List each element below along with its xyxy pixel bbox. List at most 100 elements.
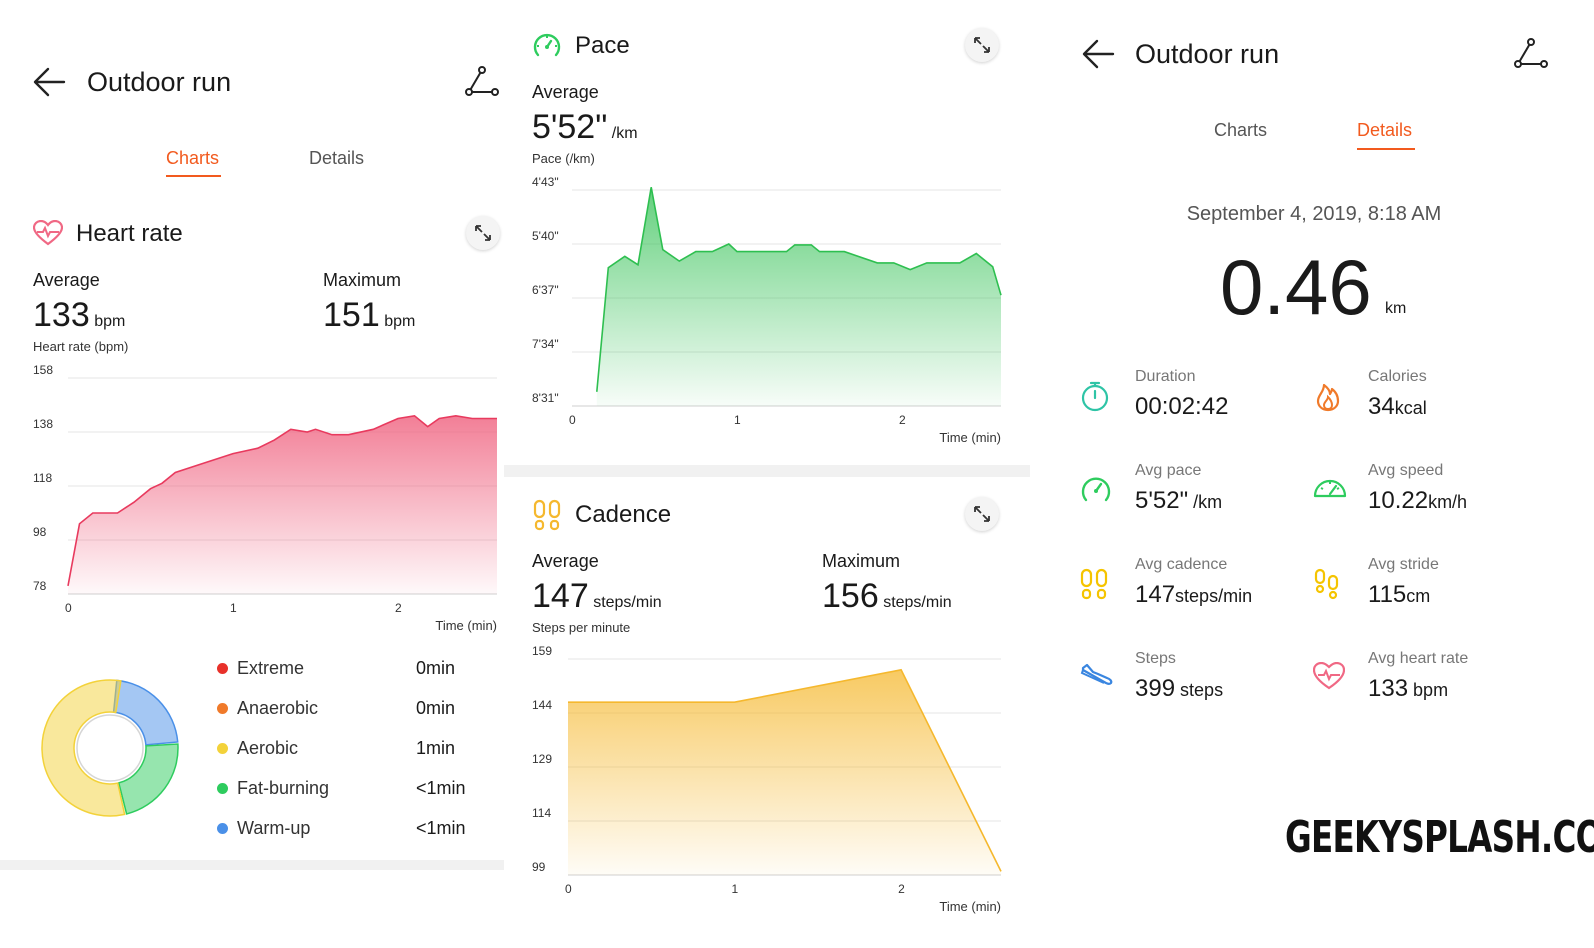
y-tick-label: 6'37" [532, 283, 559, 297]
pace-chart-caption: Pace (/km) [532, 151, 595, 166]
expand-pace-button[interactable] [965, 28, 999, 62]
metric-number: 115 [1368, 581, 1407, 608]
shoe-icon [1080, 662, 1114, 693]
zone-name: Warm-up [237, 818, 311, 838]
metric-value: 147steps/min [1135, 581, 1252, 609]
zone-name: Anaerobic [237, 698, 319, 718]
watermark: GEEKYSPLASH.COM [1285, 812, 1594, 863]
tab-details[interactable]: Details [1357, 120, 1413, 140]
route-icon[interactable] [465, 66, 499, 103]
donut-center [76, 714, 144, 782]
pace-average-number: 5'52" [532, 108, 608, 146]
metric-value: 10.22km/h [1368, 487, 1467, 515]
stopwatch-icon [1080, 380, 1110, 417]
series-line [596, 187, 1002, 392]
hr-average-label: Average [33, 270, 100, 290]
expand-cadence-button[interactable] [965, 497, 999, 531]
cadence-average-unit: steps/min [593, 594, 662, 611]
zone-color-dot [217, 783, 228, 794]
metric-label: Avg heart rate [1368, 650, 1469, 667]
distance-value: 0.46 [1220, 243, 1372, 331]
metric-label: Steps [1135, 650, 1176, 667]
pace-average-label: Average [532, 82, 599, 102]
metric-unit: kcal [1394, 398, 1427, 418]
metric-number: 10.22 [1368, 487, 1429, 514]
metric-number: 34 [1368, 393, 1395, 420]
y-tick-label: 99 [532, 860, 546, 874]
tab-details[interactable]: Details [309, 148, 365, 168]
zone-name: Fat-burning [237, 778, 330, 798]
x-tick-label: 1 [732, 882, 739, 896]
stride-icon [1313, 568, 1341, 605]
footprints-icon [533, 499, 561, 536]
zone-slice [41, 679, 126, 817]
series-line [568, 668, 1002, 872]
y-tick-label: 5'40" [532, 229, 559, 243]
y-tick-label: 158 [33, 363, 53, 377]
cadence-maximum-unit: steps/min [883, 594, 952, 611]
zone-color-dot [217, 703, 228, 714]
metric-value: 115cm [1368, 581, 1430, 609]
hr-maximum-label: Maximum [323, 270, 402, 290]
metric-unit: /km [1188, 492, 1223, 512]
metric-value: 34kcal [1368, 393, 1427, 421]
series-area [68, 415, 497, 594]
pace-average-value: 5'52" /km [532, 108, 638, 147]
x-tick-label: 0 [65, 601, 72, 615]
x-tick-label: 2 [899, 413, 906, 427]
series-line [67, 414, 497, 587]
zone-name: Extreme [237, 658, 305, 678]
cadence-chart-caption: Steps per minute [532, 620, 631, 635]
hr-chart-caption: Heart rate (bpm) [33, 339, 129, 354]
zone-duration: 0min [416, 698, 456, 718]
y-tick-label: 129 [532, 752, 552, 766]
tab-charts[interactable]: Charts [1214, 120, 1268, 140]
x-tick-label: 1 [230, 601, 237, 615]
metric-number: 133 [1368, 675, 1409, 702]
x-tick-label: 2 [395, 601, 402, 615]
hr-maximum-value: 151 bpm [323, 296, 415, 335]
metric-unit: km/h [1428, 492, 1468, 512]
zone-slice [117, 743, 179, 815]
tab-details-underline [1357, 148, 1415, 150]
y-tick-label: 8'31" [532, 391, 559, 405]
metric-label: Avg stride [1368, 556, 1439, 573]
heart-rate-chart: 158 138 118 98 78 0 1 2 Time (min) [33, 363, 497, 633]
metric-label: Duration [1135, 368, 1196, 385]
distance-unit: km [1385, 300, 1407, 317]
y-tick-label: 159 [532, 644, 552, 658]
x-tick-label: 2 [898, 882, 905, 896]
cadence-chart: 159 144 129 114 99 0 1 2 Time (min) [532, 644, 1002, 914]
cadence-maximum-value: 156 steps/min [822, 577, 952, 616]
x-axis-label: Time (min) [435, 618, 497, 633]
zone-name: Aerobic [237, 738, 299, 758]
charts-pace-cadence-panel: Pace Average 5'52" /km Pace (/km) 4'43" 5… [504, 0, 1030, 948]
x-axis-label: Time (min) [939, 430, 1001, 445]
flame-icon [1313, 380, 1343, 417]
metric-number: 00:02:42 [1135, 393, 1229, 420]
cadence-title: Cadence [575, 501, 672, 528]
metric-value: 5'52" /km [1135, 487, 1222, 515]
metric-unit: steps [1175, 680, 1224, 700]
series-area [568, 669, 1001, 875]
back-arrow-icon[interactable] [32, 66, 66, 103]
heart-rate-title: Heart rate [76, 220, 183, 247]
expand-heart-rate-button[interactable] [466, 216, 500, 250]
page-title: Outdoor run [87, 67, 232, 97]
tab-charts-underline [166, 175, 221, 177]
section-divider [0, 860, 504, 870]
zone-color-dot [217, 663, 228, 674]
cadence-average-value: 147 steps/min [532, 577, 662, 616]
y-tick-label: 114 [532, 806, 551, 820]
heart-rate-zones-donut [41, 679, 179, 817]
y-tick-label: 98 [33, 525, 47, 539]
pace-title: Pace [575, 32, 630, 59]
zone-duration: <1min [416, 818, 466, 838]
cadence-average-number: 147 [532, 577, 589, 615]
back-arrow-icon[interactable] [1081, 38, 1115, 75]
tab-charts[interactable]: Charts [166, 148, 220, 168]
pace-gauge-icon [532, 31, 562, 66]
metric-unit: steps/min [1175, 586, 1253, 606]
y-tick-label: 78 [33, 579, 47, 593]
route-icon[interactable] [1514, 38, 1548, 75]
